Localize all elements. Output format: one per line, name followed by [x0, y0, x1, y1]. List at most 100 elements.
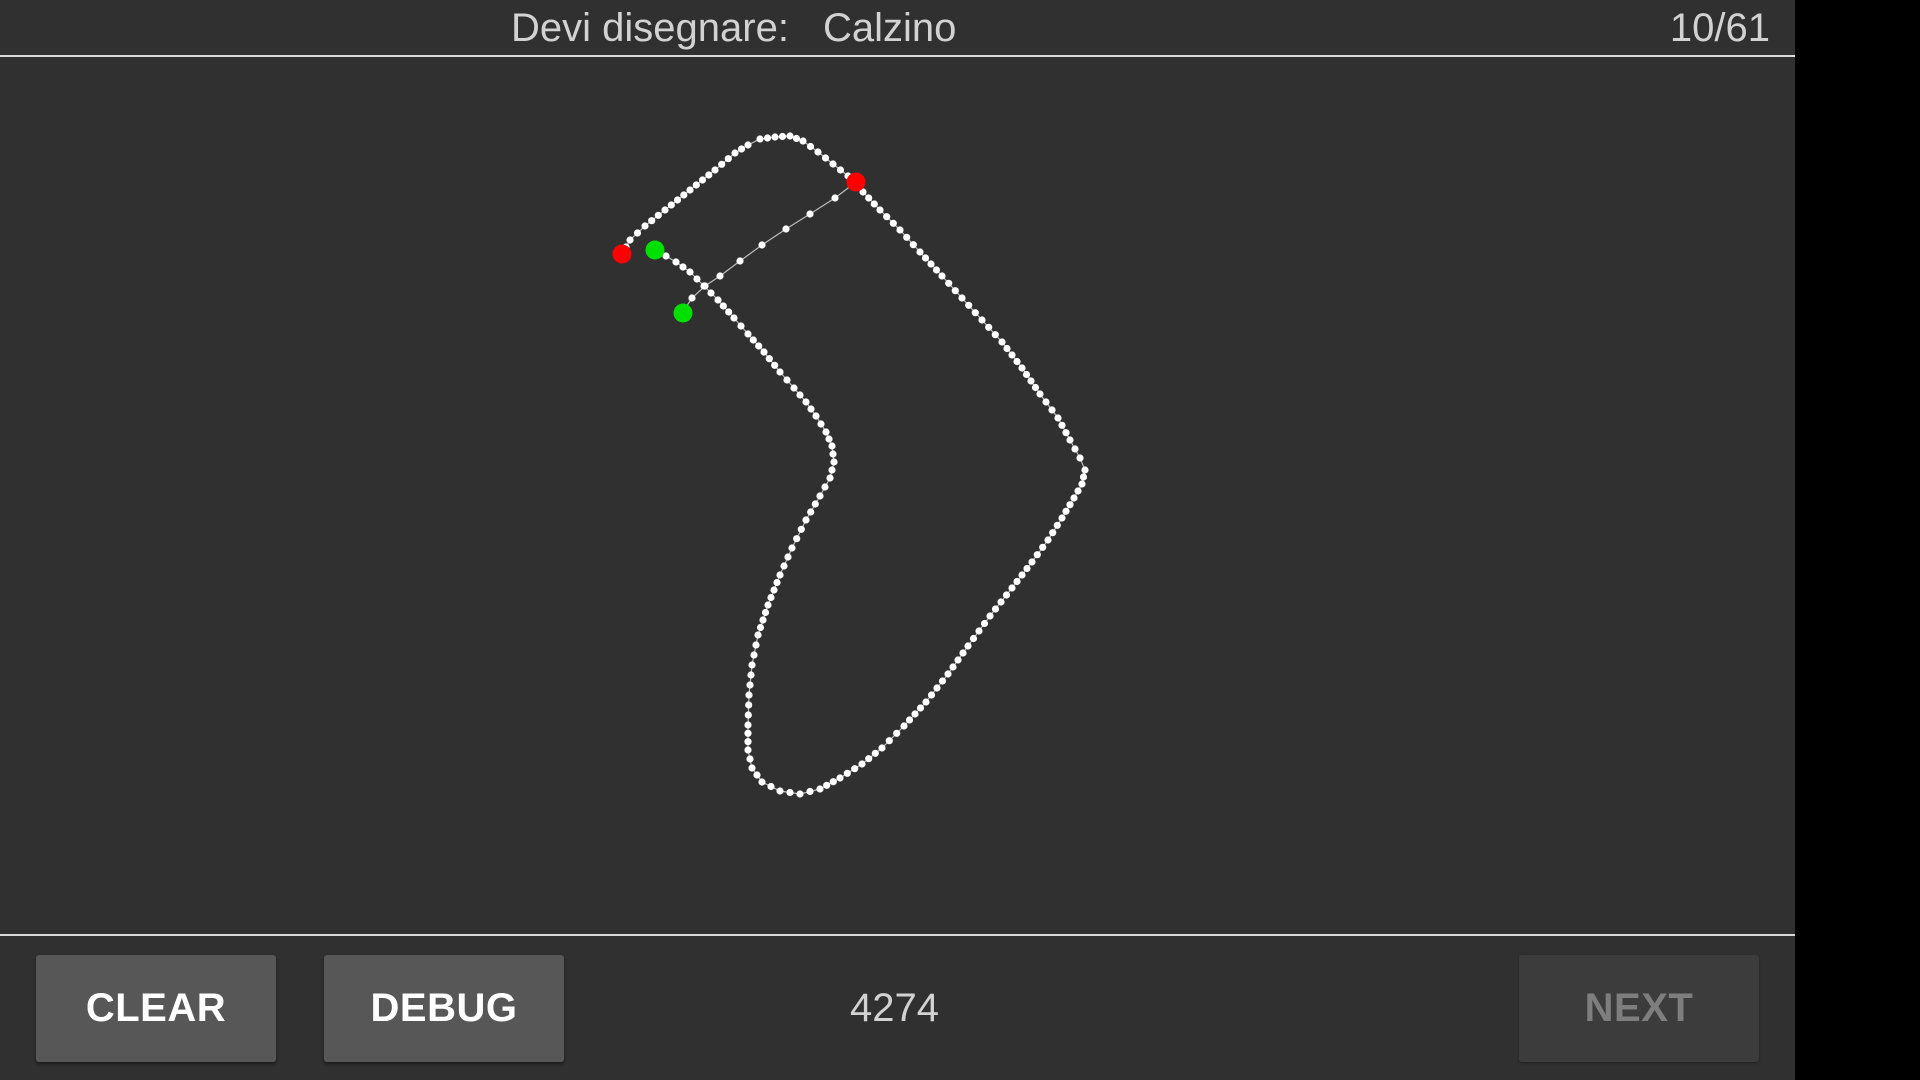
stroke-point: [828, 466, 836, 474]
stroke-point: [714, 296, 722, 304]
stroke-point: [641, 222, 649, 230]
stroke-point: [799, 137, 807, 145]
stroke-point: [971, 309, 979, 317]
drawing-canvas[interactable]: [0, 58, 1795, 934]
stroke-point: [746, 681, 754, 689]
stroke-point: [730, 314, 738, 322]
stroke-point: [736, 257, 744, 265]
next-button[interactable]: NEXT: [1519, 955, 1759, 1062]
stroke-point: [692, 181, 700, 189]
stroke-point: [686, 186, 694, 194]
stroke-start-marker: [673, 303, 693, 323]
clear-button[interactable]: CLEAR: [36, 955, 276, 1062]
stroke-point: [985, 323, 993, 331]
stroke-point: [1028, 558, 1036, 566]
stroke-point: [753, 771, 761, 779]
stroke-point: [876, 206, 884, 214]
stroke-point: [829, 778, 837, 786]
stroke-point: [1018, 364, 1026, 372]
stroke-point: [1066, 436, 1074, 444]
stroke-point: [944, 670, 952, 678]
stroke-point: [807, 508, 815, 516]
stroke-point: [776, 571, 784, 579]
stroke-point: [771, 361, 779, 369]
stroke-point: [802, 516, 810, 524]
stroke-point: [927, 260, 935, 268]
stroke-point: [802, 398, 810, 406]
stroke-point: [1008, 351, 1016, 359]
stroke-point: [1031, 383, 1040, 392]
stroke-point: [978, 316, 986, 324]
stroke-point: [698, 176, 707, 184]
stroke-point: [764, 601, 772, 609]
stroke-point: [1033, 551, 1041, 559]
stroke-point: [1058, 514, 1066, 522]
stroke-point: [896, 226, 904, 234]
stroke-start-marker: [645, 240, 665, 260]
stroke-point: [991, 331, 999, 339]
stroke-point: [1027, 377, 1035, 385]
stroke-point: [922, 698, 930, 706]
stroke-point: [744, 738, 752, 746]
sketch-svg: [612, 132, 1089, 798]
stroke-point: [916, 248, 924, 256]
stroke-point: [1058, 421, 1066, 429]
stroke-point: [812, 412, 820, 420]
stroke-point: [707, 289, 715, 297]
stroke-point: [1062, 507, 1070, 515]
stroke-point: [1008, 584, 1016, 592]
stroke-point: [792, 134, 801, 143]
stroke-point: [797, 525, 805, 533]
stroke-end-marker: [846, 172, 866, 192]
stroke-point: [746, 755, 754, 763]
system-nav-bar: [1795, 0, 1920, 1080]
stroke-point: [626, 236, 634, 244]
stroke-point: [1071, 445, 1079, 453]
stroke-point: [724, 155, 732, 163]
stroke-point: [938, 272, 946, 280]
stroke-point: [964, 642, 972, 650]
stroke-point: [878, 744, 886, 752]
stroke-point: [776, 787, 784, 795]
stroke-point: [932, 266, 941, 274]
stroke-point: [859, 188, 867, 196]
score-value: 4274: [850, 986, 939, 1030]
stroke-point: [744, 729, 752, 737]
stroke-point: [752, 641, 760, 649]
stroke-point: [893, 729, 901, 737]
stroke-point: [851, 765, 859, 773]
stroke-point: [938, 677, 947, 685]
stroke-point: [831, 194, 839, 202]
stroke-point: [760, 348, 768, 356]
stroke-point: [822, 428, 830, 436]
stroke-point: [747, 671, 755, 679]
stroke-point: [916, 704, 925, 712]
stroke-point: [991, 605, 1000, 613]
stroke-point: [870, 200, 878, 208]
stroke-point: [705, 171, 713, 179]
stroke-point: [770, 586, 778, 594]
stroke-point: [773, 578, 781, 587]
stroke-point: [911, 710, 919, 718]
stroke-point: [903, 233, 911, 241]
stroke-point: [997, 598, 1005, 606]
stroke-point: [1081, 466, 1089, 474]
stroke-point: [954, 656, 962, 664]
stroke-point: [1018, 571, 1026, 579]
stroke-point: [817, 420, 825, 428]
stroke-point: [786, 788, 794, 797]
stroke-point: [975, 627, 983, 635]
stroke-point: [969, 634, 978, 643]
stroke-point: [858, 760, 866, 768]
stroke-point: [945, 279, 953, 287]
debug-button[interactable]: DEBUG: [324, 955, 564, 1062]
stroke-point: [744, 721, 752, 729]
stroke-point: [672, 258, 680, 266]
stroke-point: [693, 275, 701, 283]
stroke-point: [749, 336, 757, 344]
stroke-point: [951, 287, 959, 295]
stroke-point: [885, 737, 893, 745]
stroke-point: [771, 133, 779, 141]
stroke-point: [767, 593, 775, 602]
stroke-point: [679, 263, 687, 271]
